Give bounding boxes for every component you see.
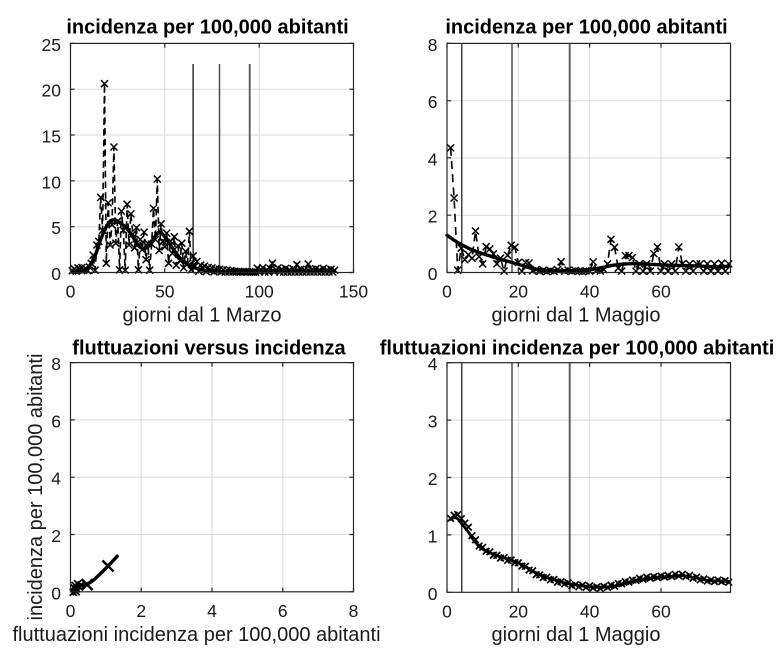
svg-text:0: 0	[66, 282, 76, 302]
svg-text:8: 8	[51, 354, 61, 374]
svg-text:20: 20	[509, 282, 529, 302]
svg-text:0: 0	[442, 601, 452, 621]
svg-text:15: 15	[42, 127, 61, 147]
svg-text:1: 1	[428, 526, 438, 546]
svg-text:fluttuazioni incidenza per 100: fluttuazioni incidenza per 100,000 abita…	[380, 338, 775, 360]
svg-text:40: 40	[580, 282, 600, 302]
svg-text:6: 6	[278, 601, 288, 621]
svg-text:20: 20	[42, 81, 62, 101]
svg-text:4: 4	[51, 469, 61, 489]
svg-text:100: 100	[245, 282, 274, 302]
svg-text:0: 0	[51, 583, 61, 603]
svg-text:giorni dal 1 Maggio: giorni dal 1 Maggio	[492, 624, 661, 646]
svg-text:2: 2	[428, 469, 438, 489]
svg-text:2: 2	[51, 526, 61, 546]
svg-text:10: 10	[42, 172, 62, 192]
svg-text:3: 3	[428, 412, 438, 432]
svg-text:60: 60	[651, 282, 671, 302]
svg-text:incidenza per 100,000 abitanti: incidenza per 100,000 abitanti	[445, 17, 727, 39]
svg-text:fluttuazioni incidenza per 100: fluttuazioni incidenza per 100,000 abita…	[12, 624, 380, 646]
svg-text:0: 0	[428, 584, 438, 604]
svg-text:incidenza per 100,000 abitanti: incidenza per 100,000 abitanti	[66, 17, 348, 39]
svg-text:2: 2	[136, 601, 146, 621]
svg-text:0: 0	[51, 264, 61, 284]
svg-text:4: 4	[207, 601, 217, 621]
svg-text:giorni dal 1 Maggio: giorni dal 1 Maggio	[492, 304, 661, 326]
svg-text:6: 6	[428, 92, 438, 112]
svg-text:giorni dal 1 Marzo: giorni dal 1 Marzo	[123, 304, 282, 326]
svg-text:40: 40	[580, 601, 600, 621]
svg-text:4: 4	[428, 149, 438, 169]
svg-text:25: 25	[42, 35, 61, 55]
svg-text:5: 5	[51, 218, 61, 238]
svg-text:0: 0	[428, 264, 438, 284]
svg-text:8: 8	[349, 601, 359, 621]
svg-text:8: 8	[428, 35, 438, 55]
svg-text:20: 20	[509, 601, 529, 621]
svg-text:60: 60	[651, 601, 671, 621]
svg-text:incidenza per 100,000 abitanti: incidenza per 100,000 abitanti	[25, 354, 47, 621]
svg-text:4: 4	[428, 354, 438, 374]
svg-text:0: 0	[66, 601, 76, 621]
svg-text:fluttuazioni versus incidenza: fluttuazioni versus incidenza	[72, 338, 346, 360]
svg-text:2: 2	[428, 207, 438, 227]
svg-text:50: 50	[155, 282, 175, 302]
svg-text:150: 150	[339, 282, 368, 302]
svg-text:6: 6	[51, 411, 61, 431]
svg-text:0: 0	[442, 282, 452, 302]
